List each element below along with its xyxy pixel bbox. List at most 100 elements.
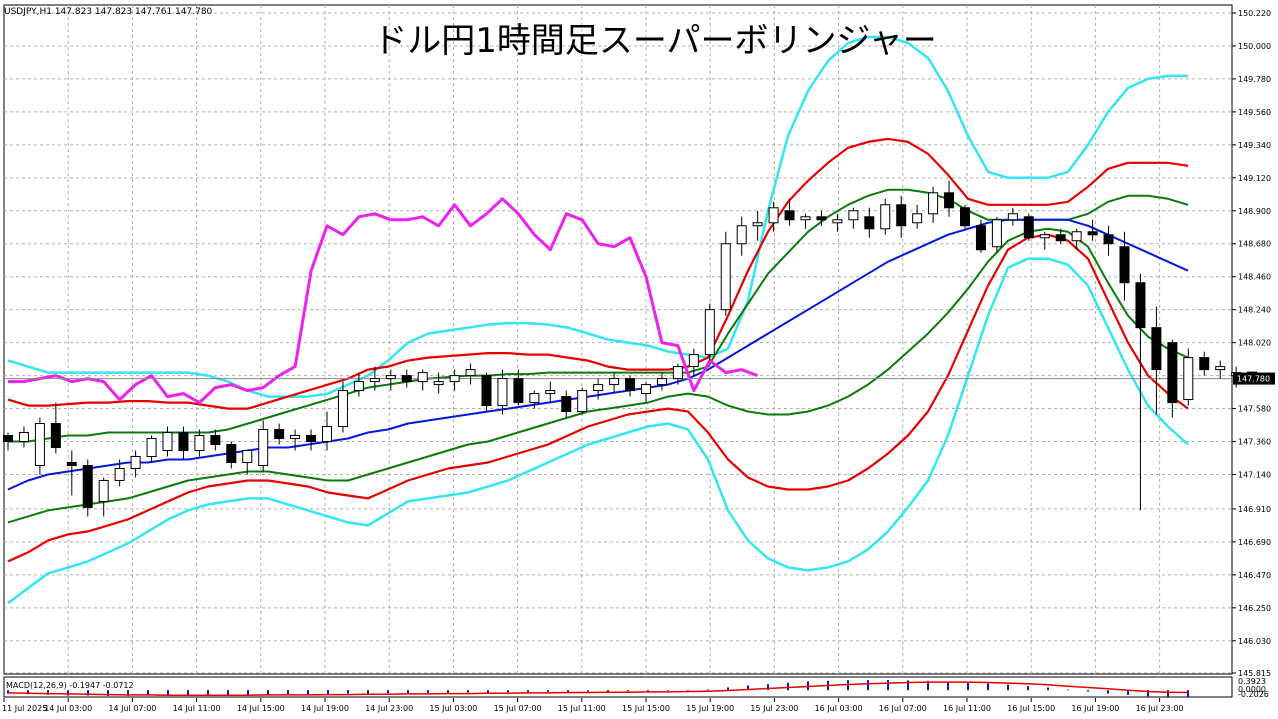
- candle-body: [1215, 366, 1226, 371]
- candle-body: [194, 435, 205, 452]
- time-tick-label: 15 Jul 19:00: [686, 704, 734, 713]
- time-tick-label: 14 Jul 23:00: [365, 704, 413, 713]
- candle-body: [162, 432, 173, 452]
- candle-body: [784, 210, 795, 221]
- candle-body: [497, 378, 508, 407]
- candle-body: [3, 435, 13, 443]
- price-tick-label: 149.120: [1238, 174, 1271, 183]
- candle-body: [928, 192, 939, 215]
- price-tick-label: 148.460: [1238, 273, 1271, 282]
- candle-body: [704, 309, 715, 356]
- candle-body: [656, 378, 667, 386]
- candle-body: [18, 432, 29, 443]
- current-price-label: 147.780: [1237, 375, 1270, 384]
- candle-body: [306, 435, 317, 443]
- candle-body: [369, 378, 380, 383]
- candle-body: [66, 461, 77, 466]
- candle-body: [752, 222, 763, 227]
- candle-body: [50, 423, 61, 449]
- candle-body: [1167, 342, 1178, 404]
- time-tick-label: 16 Jul 23:00: [1136, 704, 1184, 713]
- candle-body: [736, 225, 747, 245]
- macd-panel: MACD(12,26,9) -0.1947 -0.0712 0.39230.000…: [3, 676, 1269, 699]
- candle-body: [82, 464, 93, 508]
- price-tick-label: 146.030: [1238, 637, 1271, 646]
- chart-title: ドル円1時間足スーパーボリンジャー: [373, 21, 937, 61]
- macd-tick-label: 0.3923: [1238, 677, 1266, 686]
- time-tick-label: 16 Jul 03:00: [815, 704, 863, 713]
- price-axis: 150.220 150.000 149.780 149.560 149.340 149.1…: [1232, 9, 1275, 678]
- price-tick-label: 148.240: [1238, 306, 1271, 315]
- candle-body: [625, 378, 636, 392]
- price-tick-label: 148.680: [1238, 240, 1271, 249]
- candle-body: [1151, 327, 1162, 371]
- candle-body: [337, 390, 348, 428]
- price-tick-label: 145.815: [1238, 669, 1271, 678]
- time-tick-label: 15 Jul 03:00: [429, 704, 477, 713]
- candle-body: [178, 432, 189, 452]
- price-tick-label: 148.020: [1238, 339, 1271, 348]
- candle-body: [545, 390, 556, 395]
- bollinger-bands: [4, 35, 1232, 605]
- candle-body: [688, 354, 699, 368]
- candle-body: [1055, 234, 1066, 242]
- series-lower2-line: [7, 233, 1189, 563]
- price-tick-label: 148.900: [1238, 207, 1271, 216]
- candle-body: [130, 455, 141, 469]
- time-tick-label: 15 Jul 15:00: [622, 704, 670, 713]
- candle-body: [274, 429, 285, 440]
- time-tick-label: 16 Jul 19:00: [1071, 704, 1119, 713]
- candle-body: [672, 366, 683, 380]
- price-tick-label: 149.340: [1238, 141, 1271, 150]
- price-tick-label: 146.910: [1238, 505, 1271, 514]
- time-tick-label: 14 Jul 03:00: [44, 704, 92, 713]
- time-tick-label: 11 Jul 2025: [2, 704, 47, 713]
- candle-body: [1039, 234, 1050, 239]
- symbol-info: USDJPY,H1 147.823 147.823 147.761 147.78…: [4, 7, 213, 17]
- current-price-tag: [1233, 372, 1275, 385]
- series-lower3-line: [7, 257, 1189, 605]
- candle-body: [258, 429, 269, 466]
- candle-body: [848, 210, 859, 221]
- time-tick-label: 15 Jul 11:00: [558, 704, 606, 713]
- time-tick-label: 16 Jul 07:00: [879, 704, 927, 713]
- macd-frame: [3, 676, 1233, 698]
- series-upper1-line: [8, 188, 1189, 443]
- candle-body: [481, 375, 492, 407]
- candle-body: [114, 467, 125, 481]
- time-tick-label: 14 Jul 11:00: [173, 704, 221, 713]
- candle-body: [944, 192, 955, 209]
- candle-body: [210, 435, 221, 446]
- price-tick-label: 149.780: [1238, 75, 1271, 84]
- candle-body: [1023, 216, 1034, 239]
- grid: [3, 4, 1233, 675]
- price-tick-label: 149.560: [1238, 108, 1271, 117]
- time-tick-label: 14 Jul 15:00: [237, 704, 285, 713]
- candle-body: [1103, 234, 1114, 245]
- macd-label: MACD(12,26,9) -0.1947 -0.0712: [6, 681, 134, 690]
- candle-body: [880, 204, 891, 230]
- plot-frame: [3, 4, 1233, 675]
- macd-signal-line: [7, 681, 1189, 696]
- time-tick-label: 15 Jul 07:00: [494, 704, 542, 713]
- price-tick-label: 146.250: [1238, 604, 1271, 613]
- candle-body: [146, 438, 157, 457]
- price-tick-label: 147.580: [1238, 405, 1271, 414]
- candle-body: [290, 435, 301, 440]
- candle-body: [1071, 231, 1082, 242]
- macd-tick-label: 0.0000: [1238, 685, 1266, 694]
- candle-body: [609, 378, 620, 386]
- candle-body: [226, 444, 237, 463]
- candle-body: [577, 390, 588, 413]
- candle-body: [1135, 282, 1146, 329]
- candle-body: [1007, 213, 1018, 221]
- candle-body: [720, 243, 731, 311]
- candle-body: [385, 375, 396, 380]
- time-tick-label: 14 Jul 19:00: [301, 704, 349, 713]
- candle-body: [1183, 357, 1194, 401]
- macd-tick-label: -0.2026: [1238, 690, 1269, 699]
- price-tick-label: 150.220: [1238, 9, 1271, 18]
